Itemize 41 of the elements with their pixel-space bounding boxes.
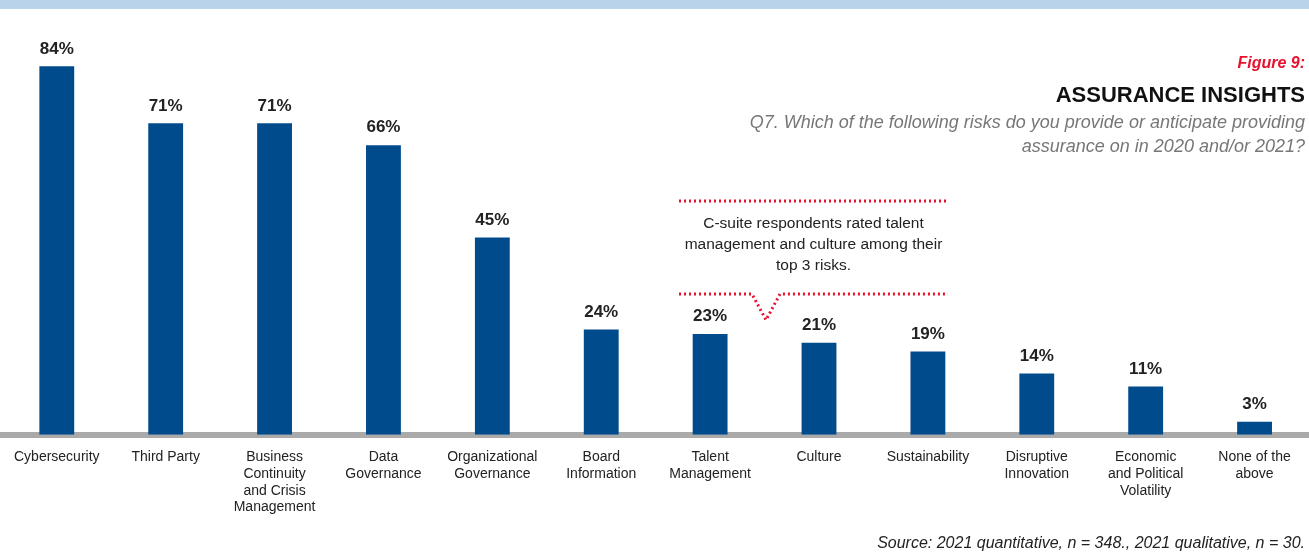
x-tick-label: Talent Management (669, 448, 752, 481)
data-label: 14% (1019, 345, 1054, 365)
bar (1237, 421, 1272, 435)
bar (1019, 373, 1055, 435)
data-label: 11% (1129, 358, 1163, 378)
x-tick-label: Board Information (566, 448, 637, 481)
x-tick-label: Data Governance (345, 448, 422, 481)
data-label: 71% (148, 95, 183, 115)
bar (692, 333, 728, 435)
bar (1128, 386, 1164, 435)
text: ASSURANCE INSIGHTS (1055, 82, 1305, 108)
data-label: 84% (39, 38, 74, 58)
data-label: 3% (1242, 393, 1267, 413)
source-note: Source: 2021 quantitative, n = 348., 2021 qualitative, n = 30. (877, 534, 1305, 552)
x-tick-label: Cybersecurity (13, 448, 100, 465)
bar (257, 123, 292, 435)
bar (39, 66, 75, 435)
bar (474, 237, 510, 435)
data-label: 24% (584, 301, 619, 321)
x-tick-label: Sustainability (886, 448, 970, 465)
bar (801, 342, 837, 435)
bar (366, 145, 401, 435)
x-tick-label: Business Continuity and Crisis Management (233, 448, 316, 515)
bar (583, 329, 619, 435)
text: Q7. Which of the following risks do you provide or anticipate providing assurance on in 2020 and/or 2021? (748, 111, 1305, 158)
x-tick-label: Third Party (131, 448, 200, 465)
annotation: Figure 9: (1237, 54, 1305, 72)
data-label: 45% (475, 209, 510, 229)
x-tick-label: Culture (796, 448, 842, 465)
data-label: 19% (910, 323, 945, 343)
data-label: 23% (693, 306, 728, 326)
x-tick-label: Organizational Governance (447, 448, 538, 481)
data-label: 66% (366, 117, 401, 137)
annotation: C-suite respondents rated talent management and culture among their top 3 risks. (683, 213, 944, 275)
x-tick-label: Disruptive Innovation (1004, 448, 1070, 481)
bar (910, 351, 946, 435)
data-label: 21% (801, 314, 837, 334)
bar (148, 123, 184, 435)
data-label: 71% (257, 95, 292, 115)
x-tick-label: None of the above (1218, 448, 1291, 481)
x-tick-label: Economic and Political Volatility (1107, 448, 1184, 498)
